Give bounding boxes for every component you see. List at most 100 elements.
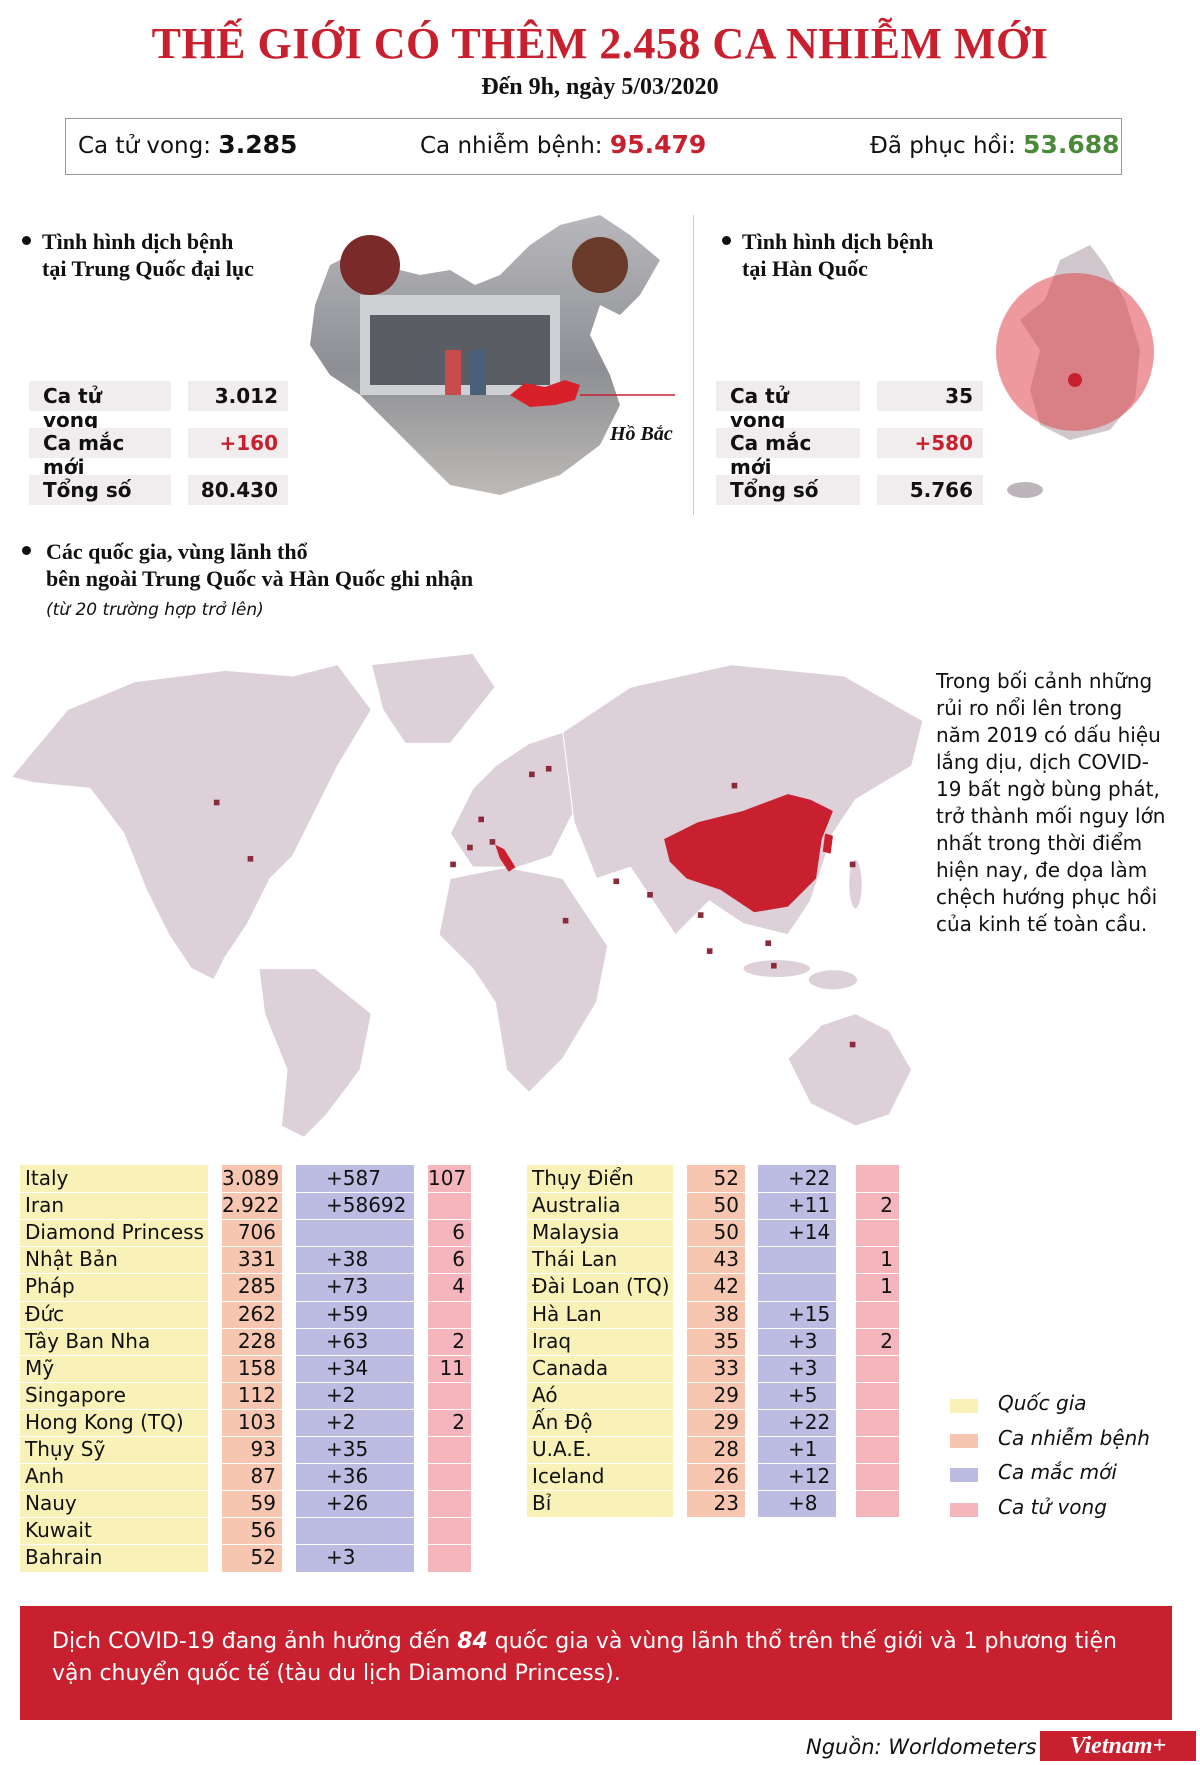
italy xyxy=(495,844,516,872)
marker xyxy=(765,940,772,947)
cell-value: 50 xyxy=(713,1220,739,1245)
row-line xyxy=(527,1219,899,1221)
cell-value: +2 xyxy=(326,1409,356,1434)
row-line xyxy=(20,1463,471,1465)
cell-value: 59 xyxy=(250,1491,276,1516)
country-name: Tây Ban Nha xyxy=(25,1328,151,1353)
source: Nguồn: Worldometers xyxy=(806,1735,1037,1759)
cell-value: +63 xyxy=(326,1328,369,1353)
row-line xyxy=(527,1381,899,1383)
cell-value: +35 xyxy=(326,1437,369,1461)
row-label: Ca mắc mới xyxy=(716,428,860,479)
cell-value: 28 xyxy=(713,1437,739,1461)
bullet xyxy=(22,546,31,555)
section-heading: Tình hình dịch bệnh tại Trung Quốc đại l… xyxy=(42,228,254,282)
cell-value: +22 xyxy=(788,1166,831,1190)
marker xyxy=(647,891,653,898)
cell-value: +26 xyxy=(326,1491,369,1516)
cell-value: 228 xyxy=(237,1328,276,1353)
hubei xyxy=(510,380,580,407)
jeju xyxy=(1007,482,1043,498)
africa xyxy=(438,866,609,1094)
heading-line: tại Hàn Quốc xyxy=(742,256,868,281)
cell-value: 2 xyxy=(452,1409,465,1434)
stat: Ca nhiễm bệnh: 95.479 xyxy=(420,130,706,159)
country-name: Pháp xyxy=(25,1274,75,1299)
world-map xyxy=(10,652,924,1139)
islands xyxy=(742,958,811,979)
marker xyxy=(771,962,777,969)
heading-line: Các quốc gia, vùng lãnh thổ xyxy=(46,539,308,564)
stat-label: Ca nhiễm bệnh: xyxy=(420,133,603,159)
country-name: Nauy xyxy=(25,1491,77,1516)
marker xyxy=(562,917,569,924)
cell-value: 93 xyxy=(250,1437,276,1461)
cell-value: +3 xyxy=(326,1545,356,1570)
subtitle: Đến 9h, ngày 5/03/2020 xyxy=(481,74,719,100)
cell-value: +3 xyxy=(788,1328,818,1353)
row-line xyxy=(527,1300,899,1302)
cell-value: 3.089 xyxy=(222,1166,280,1190)
cell-value: +73 xyxy=(326,1274,369,1299)
heading-line: Tình hình dịch bệnh xyxy=(742,229,934,254)
decoration xyxy=(572,237,628,293)
cell-value: 112 xyxy=(237,1382,276,1407)
stat-box xyxy=(65,118,1122,175)
footer: Dịch COVID-19 đang ảnh hưởng đến 84 quốc… xyxy=(20,1606,1172,1720)
row-value: 3.012 xyxy=(188,381,288,411)
cell-value: 26 xyxy=(713,1464,739,1489)
legend-swatch xyxy=(950,1399,978,1413)
country-name: Thụy Điển xyxy=(532,1166,634,1190)
logo: Vietnam+ xyxy=(1040,1731,1196,1761)
country-name: Bỉ xyxy=(532,1491,552,1516)
row-line xyxy=(20,1327,471,1329)
country-name: Anh xyxy=(25,1464,65,1489)
cell-value: +3 xyxy=(788,1355,818,1380)
legend-label: Ca tử vong xyxy=(998,1494,1107,1519)
row-label: Tổng số xyxy=(716,475,860,505)
bullet xyxy=(722,236,731,245)
person xyxy=(470,350,486,395)
row-label: Ca tử vong xyxy=(716,381,860,432)
cell-value: 6 xyxy=(452,1247,465,1272)
cell-value: 6 xyxy=(452,1220,465,1245)
column-bg xyxy=(758,1165,836,1518)
country-name: Singapore xyxy=(25,1382,126,1407)
section-heading: Tình hình dịch bệnh tại Hàn Quốc xyxy=(742,228,933,282)
cell-value: 2 xyxy=(880,1193,893,1218)
paragraph: Trong bối cảnh những rủi ro nổi lên tron… xyxy=(936,669,1166,936)
country-name: Hà Lan xyxy=(532,1301,602,1326)
marker xyxy=(467,844,473,851)
cell-value: 262 xyxy=(237,1301,276,1326)
section-heading: Các quốc gia, vùng lãnh thổ bên ngoài Tr… xyxy=(46,538,473,592)
row-value: +160 xyxy=(188,428,288,458)
row-line xyxy=(20,1381,471,1383)
daegu xyxy=(1068,373,1082,387)
cell-value: 29 xyxy=(713,1382,739,1407)
column-bg xyxy=(687,1165,745,1518)
legend-swatch xyxy=(950,1502,978,1517)
cell-value: 23 xyxy=(713,1491,739,1516)
country-name: Mỹ xyxy=(25,1355,55,1380)
country-name: Thái Lan xyxy=(532,1247,618,1272)
column-bg xyxy=(20,1165,208,1572)
row-value: 35 xyxy=(877,381,983,411)
column-bg xyxy=(296,1165,414,1572)
row-line xyxy=(527,1273,899,1275)
stat-label: Ca tử vong: xyxy=(78,133,211,159)
cell-value: 285 xyxy=(237,1274,276,1299)
row-line xyxy=(20,1517,471,1519)
cell-value: +8 xyxy=(788,1491,818,1516)
marker xyxy=(731,782,738,789)
heading-line: tại Trung Quốc đại lục xyxy=(42,256,254,281)
country-name: Canada xyxy=(532,1355,609,1380)
row-label: Ca mắc mới xyxy=(29,428,171,479)
country-name: Italy xyxy=(25,1166,69,1190)
marker xyxy=(613,878,620,885)
country-name: Diamond Princess xyxy=(25,1220,204,1245)
stat-value: 3.285 xyxy=(218,130,298,159)
country-name: Australia xyxy=(532,1193,621,1218)
cell-value: +11 xyxy=(788,1193,831,1218)
cell-value: 29 xyxy=(713,1409,739,1434)
